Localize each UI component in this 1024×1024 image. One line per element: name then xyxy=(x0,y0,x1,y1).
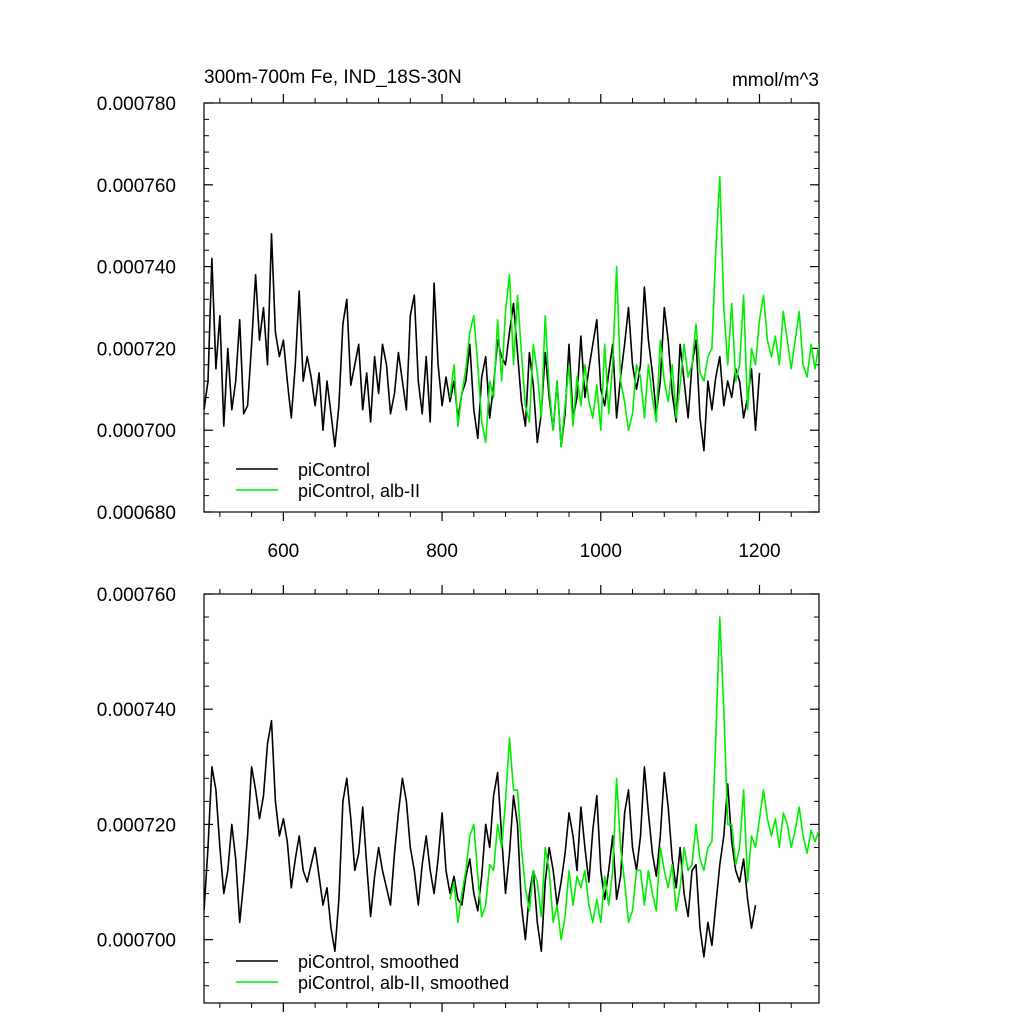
y-tick-label: 0.000780 xyxy=(97,94,176,115)
series-picontrol xyxy=(204,719,757,958)
plot-frame xyxy=(203,102,820,513)
y-tick-label: 0.000700 xyxy=(97,931,176,952)
chart-title: 300m-700m Fe, IND_18S-30N xyxy=(204,67,462,88)
panel-top: 300m-700m Fe, IND_18S-30N mmol/m^3 0.000… xyxy=(97,67,820,562)
units-label: mmol/m^3 xyxy=(732,70,819,91)
panel-bottom: 0.000700 0.000720 0.000740 0.000760 piContr… xyxy=(97,585,820,1012)
x-tick-label: 1000 xyxy=(580,541,622,562)
y-tick-label: 0.000740 xyxy=(97,700,176,721)
series-alb-ii xyxy=(449,175,819,448)
legend-label-picontrol: piControl xyxy=(298,460,370,480)
bottom-series xyxy=(204,616,819,958)
bottom-legend: piControl, smoothed piControl, alb-II, s… xyxy=(236,952,509,993)
top-series xyxy=(204,175,819,452)
legend-label-alb-smoothed: piControl, alb-II, smoothed xyxy=(298,973,509,993)
y-tick-label: 0.000720 xyxy=(97,339,176,360)
x-tick-label: 600 xyxy=(268,541,300,562)
series-alb-ii xyxy=(449,616,819,941)
y-tick-label: 0.000760 xyxy=(97,176,176,197)
y-tick-label: 0.000700 xyxy=(97,421,176,442)
series-picontrol xyxy=(204,233,761,452)
y-tick-label: 0.000720 xyxy=(97,815,176,836)
plot-frame xyxy=(203,593,820,1004)
y-tick-label: 0.000760 xyxy=(97,585,176,606)
bottom-axes: 0.000700 0.000720 0.000740 0.000760 xyxy=(97,585,820,1012)
top-legend: piControl piControl, alb-II xyxy=(236,460,420,501)
top-axes: 0.000680 0.000700 0.000720 0.000740 0.000760… xyxy=(97,94,820,562)
y-tick-label: 0.000740 xyxy=(97,258,176,279)
y-tick-label: 0.000680 xyxy=(97,503,176,524)
legend-label-picontrol-smoothed: piControl, smoothed xyxy=(298,952,459,972)
x-tick-label: 800 xyxy=(426,541,458,562)
legend-label-alb: piControl, alb-II xyxy=(298,481,420,501)
x-tick-label: 1200 xyxy=(738,541,780,562)
